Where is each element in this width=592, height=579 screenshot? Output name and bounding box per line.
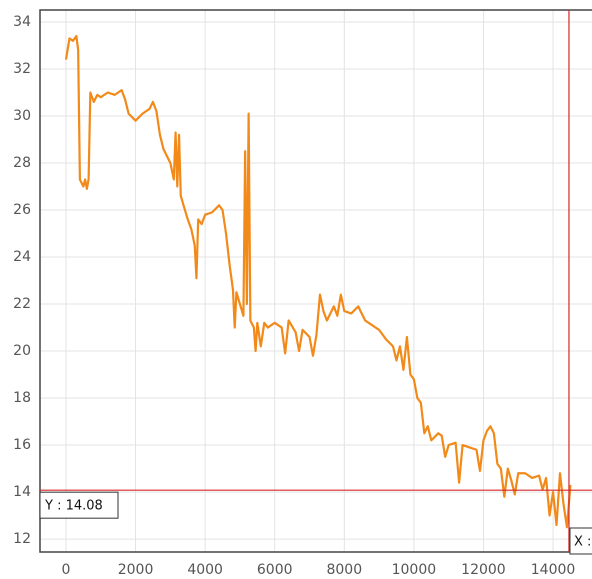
data-line <box>64 34 572 529</box>
crosshair-y-label: Y : 14.08 <box>44 499 103 514</box>
plot-frame <box>39 9 592 553</box>
y-tick-label: 20 <box>13 343 31 359</box>
x-tick-label: 0 <box>62 562 71 578</box>
y-tick-label: 32 <box>13 61 31 77</box>
y-tick-label: 16 <box>13 437 31 453</box>
y-tick-label: 26 <box>13 202 31 218</box>
x-tick-label: 8000 <box>326 562 362 578</box>
crosshair-y-box <box>39 491 119 519</box>
y-tick-label: 12 <box>13 531 31 547</box>
x-tick-label: 12000 <box>461 562 506 578</box>
y-tick-label: 14 <box>13 484 31 500</box>
y-tick-label: 34 <box>13 14 31 30</box>
x-tick-label: 2000 <box>118 562 154 578</box>
y-tick-label: 28 <box>13 155 31 171</box>
y-tick-label: 18 <box>13 390 31 406</box>
x-tick-label: 14000 <box>531 562 576 578</box>
x-tick-label: 6000 <box>257 562 293 578</box>
x-tick-label: 4000 <box>187 562 223 578</box>
y-tick-label: 22 <box>13 296 31 312</box>
y-tick-label: 30 <box>13 108 31 124</box>
crosshair-x-box <box>569 527 592 555</box>
x-tick-label: 10000 <box>392 562 437 578</box>
crosshair-x-label: X : <box>574 535 591 550</box>
y-tick-label: 24 <box>13 249 31 265</box>
